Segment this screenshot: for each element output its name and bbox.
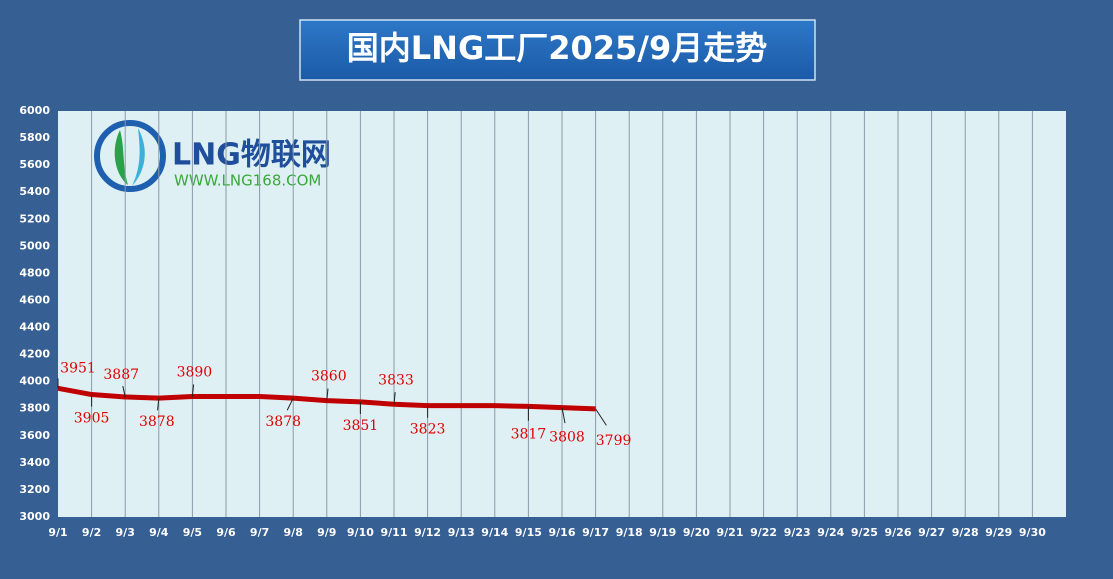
chart-title: 国内LNG工厂2025/9月走势 — [347, 29, 767, 67]
y-tick-label: 4800 — [19, 266, 50, 279]
data-label: 3851 — [343, 418, 379, 434]
x-tick-label: 9/24 — [817, 526, 844, 539]
data-label: 3878 — [265, 414, 301, 430]
leader-line — [286, 397, 294, 411]
data-label: 3823 — [410, 422, 446, 438]
x-tick-label: 9/3 — [116, 526, 135, 539]
data-label: 3833 — [378, 372, 414, 388]
x-tick-label: 9/2 — [82, 526, 101, 539]
x-tick-label: 9/25 — [851, 526, 878, 539]
x-tick-label: 9/16 — [549, 526, 576, 539]
y-tick-label: 3200 — [19, 483, 50, 496]
x-tick-label: 9/14 — [481, 526, 508, 539]
logo-leaf — [114, 130, 128, 185]
x-tick-label: 9/26 — [885, 526, 912, 539]
x-tick-label: 9/4 — [149, 526, 169, 539]
logo-name: LNG物联网 — [172, 138, 331, 173]
data-label: 3808 — [549, 430, 585, 446]
logo-leaf — [132, 128, 145, 186]
data-label: 3905 — [74, 411, 110, 427]
x-tick-label: 9/27 — [918, 526, 945, 539]
x-tick-label: 9/10 — [347, 526, 374, 539]
x-tick-label: 9/18 — [616, 526, 643, 539]
logo-url: WWW.LNG168.COM — [174, 172, 321, 190]
data-label: 3887 — [103, 367, 139, 383]
x-tick-label: 9/17 — [582, 526, 609, 539]
y-tick-label: 3000 — [19, 510, 50, 523]
x-tick-label: 9/29 — [985, 526, 1012, 539]
x-tick-label: 9/7 — [250, 526, 269, 539]
data-label: 3878 — [139, 414, 175, 430]
title-box — [299, 19, 816, 81]
leader-line — [191, 384, 195, 397]
x-tick-label: 9/23 — [784, 526, 811, 539]
y-tick-label: 5000 — [19, 239, 50, 252]
x-tick-label: 9/5 — [183, 526, 202, 539]
x-tick-label: 9/12 — [414, 526, 441, 539]
x-tick-label: 9/21 — [717, 526, 744, 539]
y-tick-label: 4000 — [19, 375, 50, 388]
x-tick-label: 9/13 — [448, 526, 475, 539]
x-tick-label: 9/1 — [48, 526, 67, 539]
x-tick-label: 9/6 — [216, 526, 236, 539]
x-tick-label: 9/9 — [317, 526, 336, 539]
x-tick-label: 9/22 — [750, 526, 777, 539]
leader-line — [326, 388, 329, 401]
x-tick-label: 9/11 — [381, 526, 408, 539]
logo-ring — [94, 120, 166, 192]
x-tick-label: 9/28 — [952, 526, 979, 539]
leader-line — [122, 385, 126, 398]
data-label: 3890 — [177, 365, 213, 381]
leader-line — [157, 398, 160, 411]
data-label: 3817 — [511, 426, 547, 442]
leader-line — [595, 408, 607, 426]
y-tick-label: 4200 — [19, 348, 50, 361]
y-tick-label: 4400 — [19, 321, 50, 334]
x-tick-label: 9/19 — [649, 526, 676, 539]
y-tick-label: 5400 — [19, 185, 50, 198]
y-tick-label: 5600 — [19, 158, 50, 171]
y-tick-label: 6000 — [19, 104, 50, 117]
data-label: 3860 — [311, 369, 347, 385]
leader-line — [561, 407, 566, 424]
y-tick-label: 5800 — [19, 131, 50, 144]
x-tick-label: 9/15 — [515, 526, 542, 539]
y-tick-label: 3400 — [19, 456, 50, 469]
leader-line — [393, 392, 396, 405]
data-label: 3951 — [60, 360, 96, 376]
logo: LNG物联网 WWW.LNG168.COM — [94, 120, 331, 192]
x-tick-label: 9/8 — [284, 526, 303, 539]
y-tick-label: 4600 — [19, 293, 50, 306]
y-tick-label: 3600 — [19, 429, 50, 442]
x-tick-label: 9/30 — [1019, 526, 1046, 539]
y-tick-label: 5200 — [19, 212, 50, 225]
y-tick-label: 3800 — [19, 402, 50, 415]
x-tick-label: 9/20 — [683, 526, 710, 539]
data-label: 3799 — [596, 433, 632, 449]
